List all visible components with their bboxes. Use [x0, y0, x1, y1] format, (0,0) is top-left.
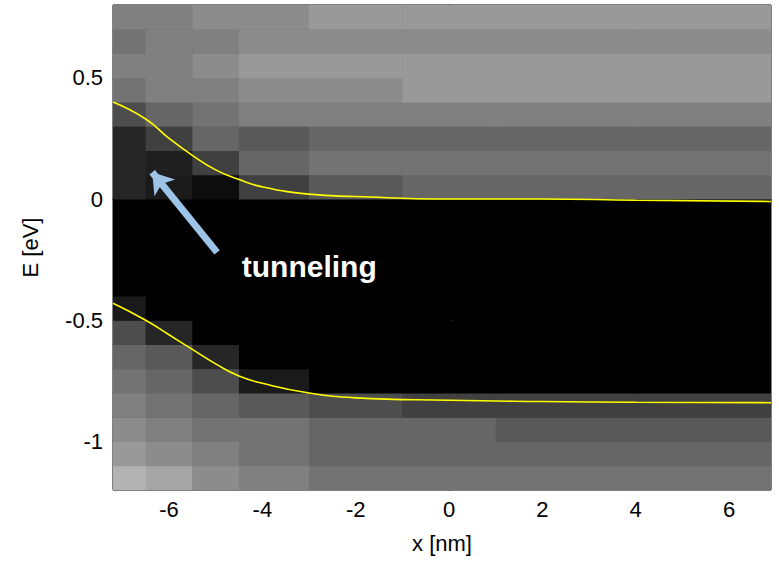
svg-text:E [eV]: E [eV] — [18, 218, 43, 278]
svg-text:0: 0 — [443, 497, 455, 522]
svg-text:tunneling: tunneling — [242, 250, 377, 283]
svg-text:2: 2 — [536, 497, 548, 522]
svg-text:6: 6 — [723, 497, 735, 522]
svg-text:-1: -1 — [83, 429, 103, 454]
svg-text:0.5: 0.5 — [72, 65, 103, 90]
svg-text:-0.5: -0.5 — [65, 308, 103, 333]
svg-text:-2: -2 — [346, 497, 366, 522]
svg-text:-6: -6 — [159, 497, 179, 522]
svg-text:0: 0 — [91, 187, 103, 212]
svg-text:-4: -4 — [253, 497, 273, 522]
svg-text:4: 4 — [630, 497, 642, 522]
svg-text:x [nm]: x [nm] — [412, 531, 472, 556]
